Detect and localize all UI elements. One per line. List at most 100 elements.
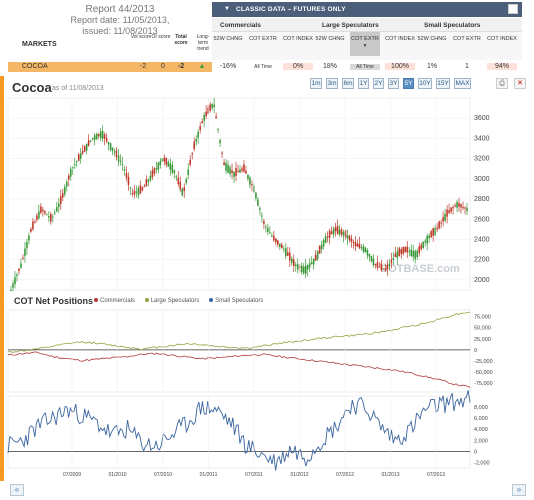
price-candle-body (175, 176, 178, 178)
range-button-2y[interactable]: 2Y (373, 78, 384, 89)
total-score: -2 (177, 63, 185, 70)
price-candle-body (85, 143, 88, 151)
oi-score-header[interactable]: OI score (151, 34, 171, 40)
total-score-header[interactable]: Total score (174, 34, 188, 46)
col-sspec-extr[interactable]: COT EXTR (453, 36, 481, 42)
net-y-tick: -75,000 (474, 381, 493, 387)
price-candle-body (22, 257, 24, 259)
range-button-15y[interactable]: 15Y (436, 78, 450, 89)
price-candle-body (263, 221, 265, 224)
price-candle-body (44, 211, 46, 214)
range-button-3m[interactable]: 3m (326, 78, 338, 89)
price-candle-body (374, 264, 377, 266)
price-candle-body (231, 170, 233, 173)
col-comm-index[interactable]: COT INDEX (283, 36, 313, 42)
export-icon[interactable] (508, 4, 518, 14)
price-candle-body (233, 171, 235, 177)
price-candle-body (67, 175, 70, 180)
price-candle-body (42, 209, 44, 212)
price-candle-body (153, 168, 156, 174)
price-candle-body (205, 111, 207, 116)
price-candle-body (308, 263, 311, 268)
legend-commercials[interactable]: Commercials (94, 298, 135, 304)
price-candle-body (386, 264, 389, 270)
printer-icon[interactable]: ⎙ (496, 78, 508, 89)
scroll-left-button[interactable]: « (10, 484, 24, 496)
price-candle-body (141, 187, 144, 191)
price-candle-body (420, 244, 423, 250)
net-y-tick: -50,000 (474, 370, 493, 376)
legend-dot-large-speculators (144, 298, 149, 303)
small-speculators-line (7, 390, 471, 471)
price-candle-body (316, 251, 319, 260)
price-candle-body (442, 217, 444, 222)
x-tick-label: 01/2011 (200, 472, 218, 478)
range-button-max[interactable]: MAX (454, 78, 471, 89)
legend-small-speculators[interactable]: Small Speculators (209, 298, 263, 304)
close-icon[interactable]: ✕ (514, 78, 526, 89)
col-lspec-extr[interactable]: COT EXTR ▾ (350, 32, 380, 56)
col-lspec-chng[interactable]: 52W CHNG (315, 36, 345, 42)
large-speculators-line (7, 311, 471, 353)
market-name[interactable]: COCOA (22, 63, 48, 70)
col-lspec-index[interactable]: COT INDEX (385, 36, 415, 42)
price-candle-body (378, 266, 381, 268)
group-titles: Commercials Large Speculators Small Spec… (212, 18, 522, 32)
col-sspec-chng[interactable]: 52W CHNG (417, 36, 447, 42)
price-candle-body (261, 215, 263, 217)
price-candle-body (137, 188, 140, 196)
range-button-3y[interactable]: 3Y (388, 78, 399, 89)
price-candle-body (364, 247, 367, 252)
col-comm-extr[interactable]: COT EXTR (249, 36, 277, 42)
market-score-headers: Vol score OI score Total score Long-term… (130, 34, 210, 60)
vol-score-header[interactable]: Vol score (130, 34, 152, 40)
price-candle-body (87, 140, 90, 146)
cot-title: COT Net Positions (14, 296, 94, 306)
col-comm-chng[interactable]: 52W CHNG (213, 36, 243, 42)
trend-up-icon: ▲ (198, 63, 206, 70)
price-candle-body (350, 238, 353, 242)
range-button-1y[interactable]: 1Y (358, 78, 369, 89)
price-candle-body (191, 153, 194, 155)
net-y-tick: 25,000 (474, 337, 491, 343)
price-candle-body (169, 163, 172, 170)
comm-index: 0% (283, 63, 313, 70)
price-candle-body (167, 162, 170, 167)
range-button-10y[interactable]: 10Y (418, 78, 432, 89)
price-candle-body (213, 104, 215, 108)
price-candle-body (247, 174, 249, 179)
legend-large-speculators-label: Large Speculators (150, 298, 200, 304)
price-candle-body (163, 157, 166, 162)
price-candle-body (410, 249, 413, 257)
price-candle-body (314, 254, 317, 261)
price-candle-body (159, 160, 162, 166)
price-candle-body (464, 207, 466, 209)
range-button-1m[interactable]: 1m (310, 78, 322, 89)
range-button-5y[interactable]: 5Y (403, 78, 414, 89)
price-candle-body (26, 242, 28, 249)
x-tick-label: 07/2009 (63, 472, 81, 478)
price-candle-body (346, 235, 349, 239)
legend-large-speculators[interactable]: Large Speculators (144, 298, 200, 304)
small-y-tick: 0 (474, 449, 477, 455)
price-candle-body (123, 169, 126, 171)
market-row-cocoa[interactable]: COCOA -2 0 -2 ▲ -16% All Time 0% 18% All… (8, 62, 522, 72)
x-tick-label: 07/2013 (427, 472, 445, 478)
price-candle-body (285, 248, 287, 257)
price-candle-body (356, 243, 359, 247)
price-candle-body (446, 209, 448, 217)
classic-data-bar[interactable]: ▼ CLASSIC DATA – FUTURES ONLY (212, 2, 522, 17)
price-candle-body (145, 178, 148, 187)
range-button-6m[interactable]: 6m (342, 78, 354, 89)
price-candle-body (171, 164, 174, 173)
sort-down-icon: ▾ (363, 43, 367, 49)
trend-header[interactable]: Long-term trend (196, 34, 210, 52)
scroll-right-button[interactable]: » (512, 484, 526, 496)
price-candle-body (50, 214, 52, 222)
commercials-line (7, 351, 471, 388)
price-candle-body (131, 193, 134, 195)
col-sspec-index[interactable]: COT INDEX (487, 36, 517, 42)
price-candle-body (121, 163, 124, 165)
group-large-speculators: Large Speculators (322, 22, 379, 29)
report-date: Report date: 11/05/2013, (70, 15, 170, 25)
